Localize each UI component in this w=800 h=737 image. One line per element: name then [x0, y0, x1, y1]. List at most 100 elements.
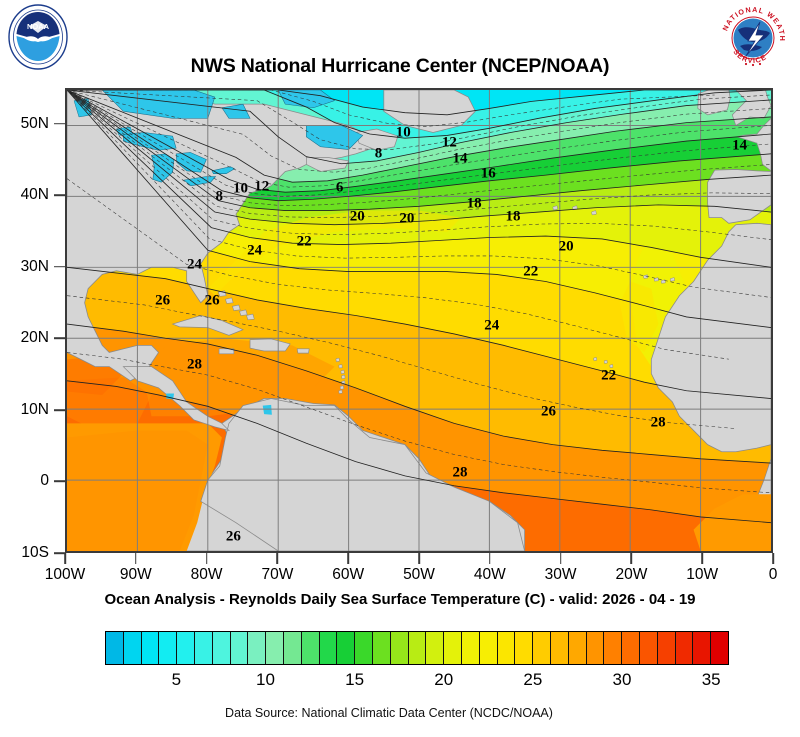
contour-line [67, 90, 771, 226]
colorbar-swatch [622, 632, 640, 664]
x-axis-tick-mark [205, 553, 208, 564]
landmass-newfoundland [355, 128, 399, 151]
landmass-lesser-antilles [341, 374, 346, 379]
colorbar-swatch [337, 632, 356, 664]
contour-label: 16 [480, 165, 496, 182]
contour-label: 6 [335, 179, 344, 196]
sst-upwelling-canary [619, 281, 659, 353]
colorbar-swatch [639, 632, 658, 664]
contour-label: 8 [374, 145, 383, 162]
lake-maracaibo [262, 404, 272, 415]
colorbar-swatch [533, 632, 551, 664]
colorbar-swatch [568, 632, 587, 664]
x-axis-tick-mark [701, 553, 703, 564]
contour-line-dashed [67, 90, 771, 240]
sst-map-canvas [67, 90, 771, 551]
ungava-bay [277, 90, 336, 109]
contour-label: 14 [452, 150, 468, 167]
colorbar [105, 631, 729, 665]
contour-label: 12 [441, 134, 457, 151]
landmass-canary-islands [643, 274, 649, 279]
landmass-bahamas [225, 297, 234, 304]
colorbar-swatch [497, 632, 516, 664]
colorbar-swatch [159, 632, 178, 664]
colorbar-swatch [141, 632, 160, 664]
contour-line-dashed [67, 178, 729, 360]
james-bay [221, 103, 251, 119]
landmass-bahamas [232, 304, 241, 311]
colorbar-swatch [461, 632, 480, 664]
colorbar-swatch [106, 632, 124, 664]
contour-label: 28 [452, 464, 468, 481]
colorbar-swatch [230, 632, 249, 664]
y-axis-tick-label: 20N [20, 329, 49, 347]
landmass-azores [591, 210, 597, 216]
colorbar-swatch [515, 632, 534, 664]
landmass-na-west-edge [67, 90, 82, 353]
y-axis-tick-label: 30N [20, 257, 49, 275]
landmass-great-britain [731, 90, 771, 126]
colorbar-swatch [426, 632, 445, 664]
x-axis-tick-mark [135, 553, 137, 564]
page-title: NWS National Hurricane Center (NCEP/NOAA… [190, 55, 610, 77]
x-axis-tick-mark [418, 553, 420, 564]
contour-line-dashed [67, 90, 715, 127]
contour-line-dashed [67, 90, 771, 188]
colorbar-tick-label: 25 [523, 670, 543, 689]
ocean-gulf-guinea [693, 494, 771, 551]
landmass-lesser-antilles [335, 357, 340, 362]
contour-label: 26 [204, 292, 220, 309]
x-axis-tick-label: 0 [768, 566, 778, 583]
contour-label: 24 [186, 256, 202, 273]
contour-label: 28 [186, 356, 202, 373]
y-axis-tick-mark [54, 409, 65, 411]
colorbar-tick-label: 5 [171, 670, 182, 689]
x-axis-tick-label: 100W [44, 566, 86, 583]
contour-label: 8 [215, 188, 223, 205]
colorbar-tick-label: 10 [255, 670, 275, 689]
colorbar-swatch [319, 632, 338, 664]
landmass-bahamas [246, 313, 255, 321]
contour-line-dashed [67, 90, 771, 150]
colorbar-swatch [444, 632, 462, 664]
landmass-puerto-rico [296, 348, 310, 354]
landmass-azores [552, 205, 558, 211]
colorbar-tick-label: 20 [434, 670, 454, 689]
colorbar-swatch [123, 632, 142, 664]
sst-caribbean-warm [144, 338, 335, 417]
x-axis-tick-label: 80W [190, 566, 223, 583]
landmass-lesser-antilles [338, 389, 343, 394]
colorbar-swatch [212, 632, 231, 664]
contour-label: 28 [650, 414, 666, 431]
colorbar-swatch [372, 632, 391, 664]
contour-line [67, 90, 771, 165]
contour-line-dashed [67, 352, 771, 494]
colorbar-swatch [408, 632, 427, 664]
landmass-west-africa [650, 222, 771, 453]
y-axis-tick-label: 10N [20, 400, 49, 418]
landmass-france [735, 117, 771, 172]
colorbar-swatch [177, 632, 195, 664]
x-axis-tick-mark [489, 553, 491, 564]
y-axis-tick-label: 0 [40, 472, 49, 490]
colorbar-swatch [657, 632, 676, 664]
nws-logo: NATIONAL WEATHER SERVICE [718, 2, 786, 68]
contour-label: 22 [523, 263, 539, 280]
landmass-cape-verde [593, 357, 598, 361]
contour-line [67, 90, 771, 202]
contour-label: 18 [505, 208, 521, 225]
y-axis-tick-mark [54, 194, 65, 197]
lake-ontario [211, 166, 236, 174]
colorbar-swatch [711, 632, 728, 664]
colorbar-swatch [248, 632, 267, 664]
colorbar-swatch [675, 632, 694, 664]
x-axis-tick-label: 30W [544, 566, 577, 583]
x-axis-tick-label: 60W [332, 566, 365, 583]
landmass-lesser-antilles [338, 364, 343, 369]
x-axis-tick-label: 10W [686, 566, 719, 583]
noaa-logo: NOAA [8, 4, 68, 70]
contour-line [67, 90, 771, 193]
y-axis-tick-mark [54, 552, 65, 554]
x-axis-tick-mark [64, 553, 66, 564]
contour-label: 10 [232, 180, 248, 197]
